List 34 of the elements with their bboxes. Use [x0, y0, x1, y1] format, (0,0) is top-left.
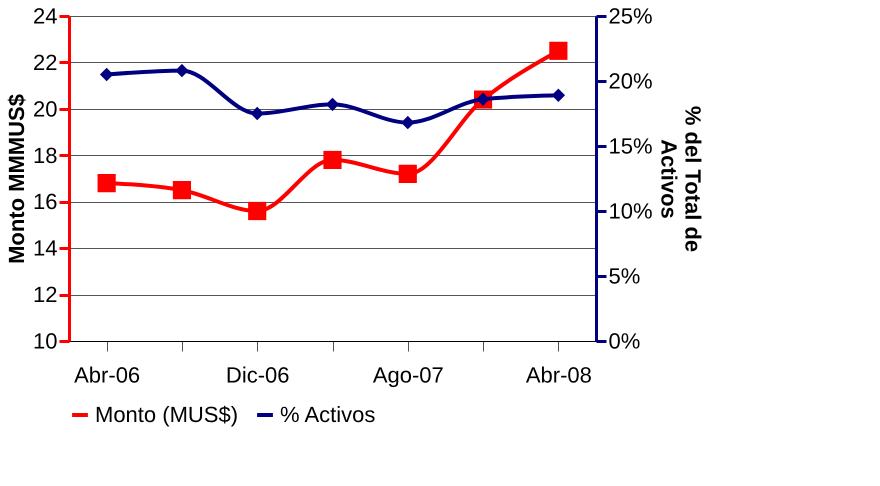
- y2-tick-label: 20%: [608, 68, 653, 94]
- y-tick-label: 18: [33, 142, 58, 168]
- y-tick-label: 16: [33, 189, 58, 214]
- point: [552, 88, 566, 102]
- legend-label: % Activos: [280, 402, 376, 427]
- point: [98, 174, 116, 192]
- y2-tick-label: 25%: [608, 4, 653, 28]
- point: [398, 164, 417, 183]
- point: [248, 202, 266, 220]
- point: [323, 150, 342, 170]
- y-tick-label: 20: [33, 96, 58, 122]
- point: [250, 106, 264, 120]
- legend-label: Monto (MUS$): [95, 402, 238, 427]
- y-tick-label: 22: [33, 50, 58, 75]
- y-tick-label: 12: [33, 282, 58, 308]
- y2-tick-label: 10%: [608, 198, 653, 224]
- y2-tick-label: 0%: [608, 328, 640, 354]
- x-tick-label: Dic-06: [226, 362, 290, 388]
- y-axis-title: Monto MMMUS$: [4, 94, 30, 264]
- point: [175, 64, 189, 78]
- y-tick-label: 14: [33, 236, 58, 261]
- point: [326, 98, 340, 112]
- point: [549, 42, 568, 60]
- x-tick-label: Abr-08: [526, 362, 592, 388]
- x-tick-label: Ago-07: [372, 362, 444, 388]
- y-tick-label: 10: [33, 328, 58, 354]
- point: [172, 181, 192, 200]
- y2-axis-title: % del Total de Activos: [656, 106, 706, 252]
- point: [100, 68, 114, 82]
- point: [401, 116, 414, 130]
- y2-tick-label: 5%: [608, 264, 640, 288]
- x-tick-label: Abr-06: [74, 362, 140, 388]
- y-tick-label: 24: [33, 4, 58, 28]
- y2-tick-label: 15%: [608, 134, 653, 158]
